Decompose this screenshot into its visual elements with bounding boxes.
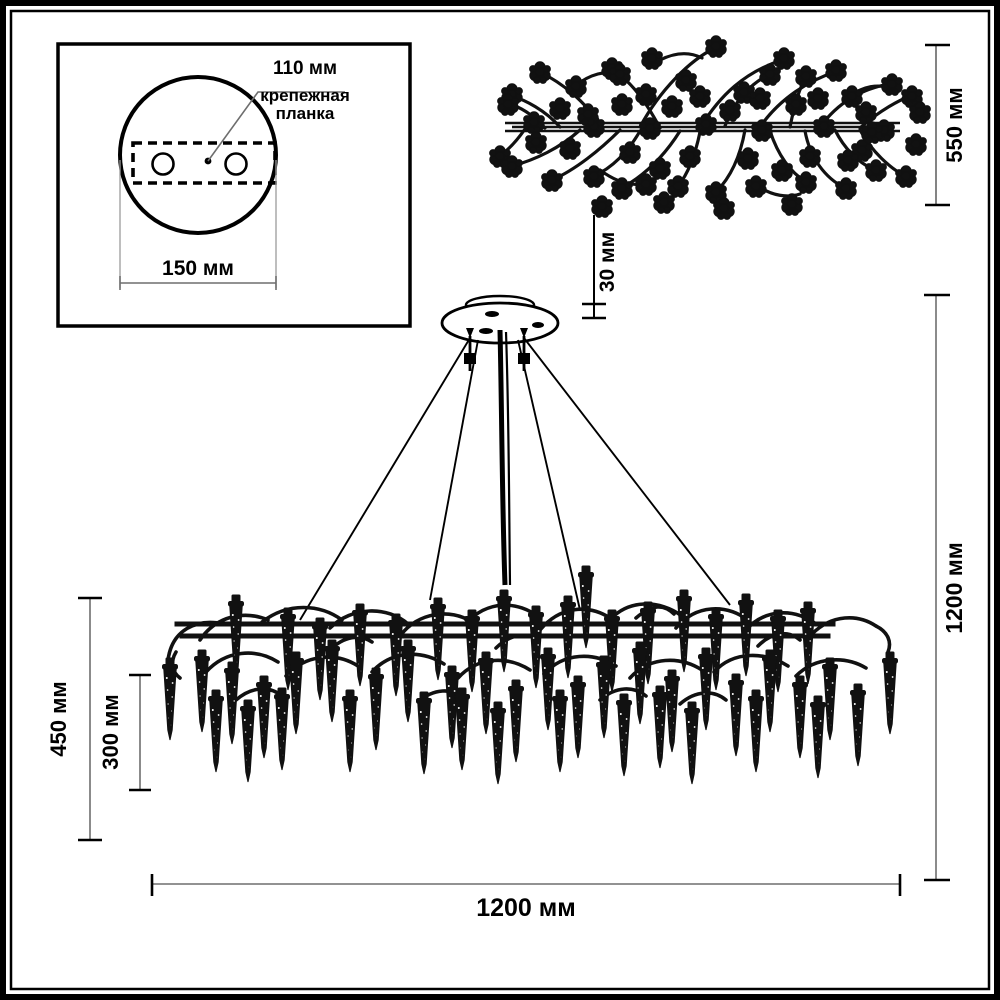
canopy-bolt-left: [464, 328, 476, 371]
strap-hole-right: [224, 152, 248, 176]
fixture-height-dimension: 450 мм: [46, 596, 102, 842]
power-cable: [497, 329, 508, 586]
total-width-dimension: 1200 мм: [150, 874, 902, 922]
top-view-depth-dimension: 550 мм: [925, 43, 967, 207]
top-view-depth-label: 550 мм: [942, 87, 967, 162]
total-height-dimension: 1200 мм: [924, 293, 967, 882]
canopy-thickness-label: 30 мм: [596, 232, 619, 292]
detail-width-label: 150 мм: [162, 257, 234, 280]
top-view-group: [489, 35, 931, 220]
total-width-label: 1200 мм: [476, 894, 576, 922]
fixture-inner-drop-dimension: 300 мм: [98, 673, 151, 792]
total-height-label: 1200 мм: [941, 542, 967, 634]
canopy-slot-right: [532, 322, 544, 328]
suspension-cables: [299, 337, 731, 621]
canopy-slot-top: [485, 311, 499, 317]
ceiling-mount-detail-panel: 110 мм крепежная планка 150 мм: [56, 42, 412, 328]
main-fixture: [162, 565, 898, 785]
canopy-slot-mid: [479, 328, 493, 334]
strap-hole-left: [151, 152, 175, 176]
fixture-height-label: 450 мм: [46, 681, 71, 756]
canopy-thickness-dimension: 30 мм: [582, 215, 619, 320]
fixture-spikes-upper: [228, 565, 816, 701]
detail-width-dimension: 150 мм: [119, 160, 277, 290]
detail-note-line-1: крепежная: [260, 86, 350, 105]
canopy-group: [440, 294, 560, 586]
callout-leader-line: [207, 91, 345, 162]
fixture-inner-drop-label: 300 мм: [98, 694, 123, 769]
detail-note-line-2: планка: [276, 104, 335, 123]
power-cable-secondary: [504, 331, 512, 586]
detail-callout-label: 110 мм: [273, 58, 337, 79]
